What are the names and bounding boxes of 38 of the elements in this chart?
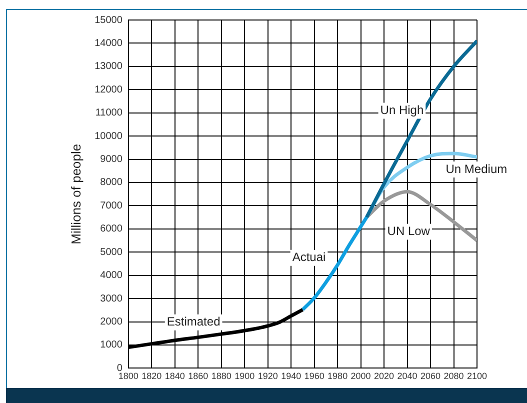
y-tick-label: 14000 [94, 38, 123, 49]
y-tick-label: 5000 [100, 246, 123, 258]
series-label: Un Medium [446, 162, 508, 176]
y-tick-label: 2000 [100, 316, 123, 328]
x-tick-label: 1940 [281, 371, 302, 382]
y-tick-label: 1000 [100, 340, 123, 351]
series-label: Un High [380, 103, 424, 118]
x-tick-label: 2000 [350, 371, 371, 382]
y-tick-label: 3000 [100, 293, 123, 304]
x-tick-label: 1900 [234, 371, 255, 382]
x-tick-label: 2060 [420, 371, 441, 382]
y-tick-label: 15000 [94, 14, 123, 26]
x-tick-label: 1920 [258, 371, 278, 382]
x-tick-label: 1800 [118, 371, 138, 382]
y-tick-label: 6000 [100, 224, 123, 235]
x-tick-label: 2040 [397, 371, 418, 382]
y-tick-label: 7000 [100, 200, 123, 212]
x-tick-label: 1840 [164, 371, 185, 382]
y-tick-label: 0 [116, 362, 123, 374]
y-tick-label: 9000 [100, 154, 123, 166]
series-label: Actuai [292, 250, 326, 264]
x-tick-label: 1980 [328, 371, 348, 382]
x-tick-label: 2100 [466, 371, 488, 382]
y-tick-label: 13000 [94, 61, 123, 72]
y-tick-label: 8000 [100, 177, 123, 188]
y-axis-title: Millions of people [68, 144, 84, 244]
x-tick-label: 1820 [142, 371, 162, 382]
x-tick-label: 1880 [211, 371, 232, 382]
x-tick-label: 1860 [188, 371, 208, 382]
y-tick-label: 4000 [100, 270, 123, 282]
y-tick-label: 11000 [95, 108, 123, 119]
x-tick-label: 1960 [304, 371, 324, 382]
x-tick-label: 2080 [444, 371, 464, 382]
y-tick-label: 10000 [94, 130, 123, 142]
x-tick-label: 2020 [374, 371, 394, 382]
series-label: UN Low [387, 224, 430, 238]
series-label: Estimated [166, 314, 220, 329]
y-tick-label: 12000 [94, 84, 123, 96]
